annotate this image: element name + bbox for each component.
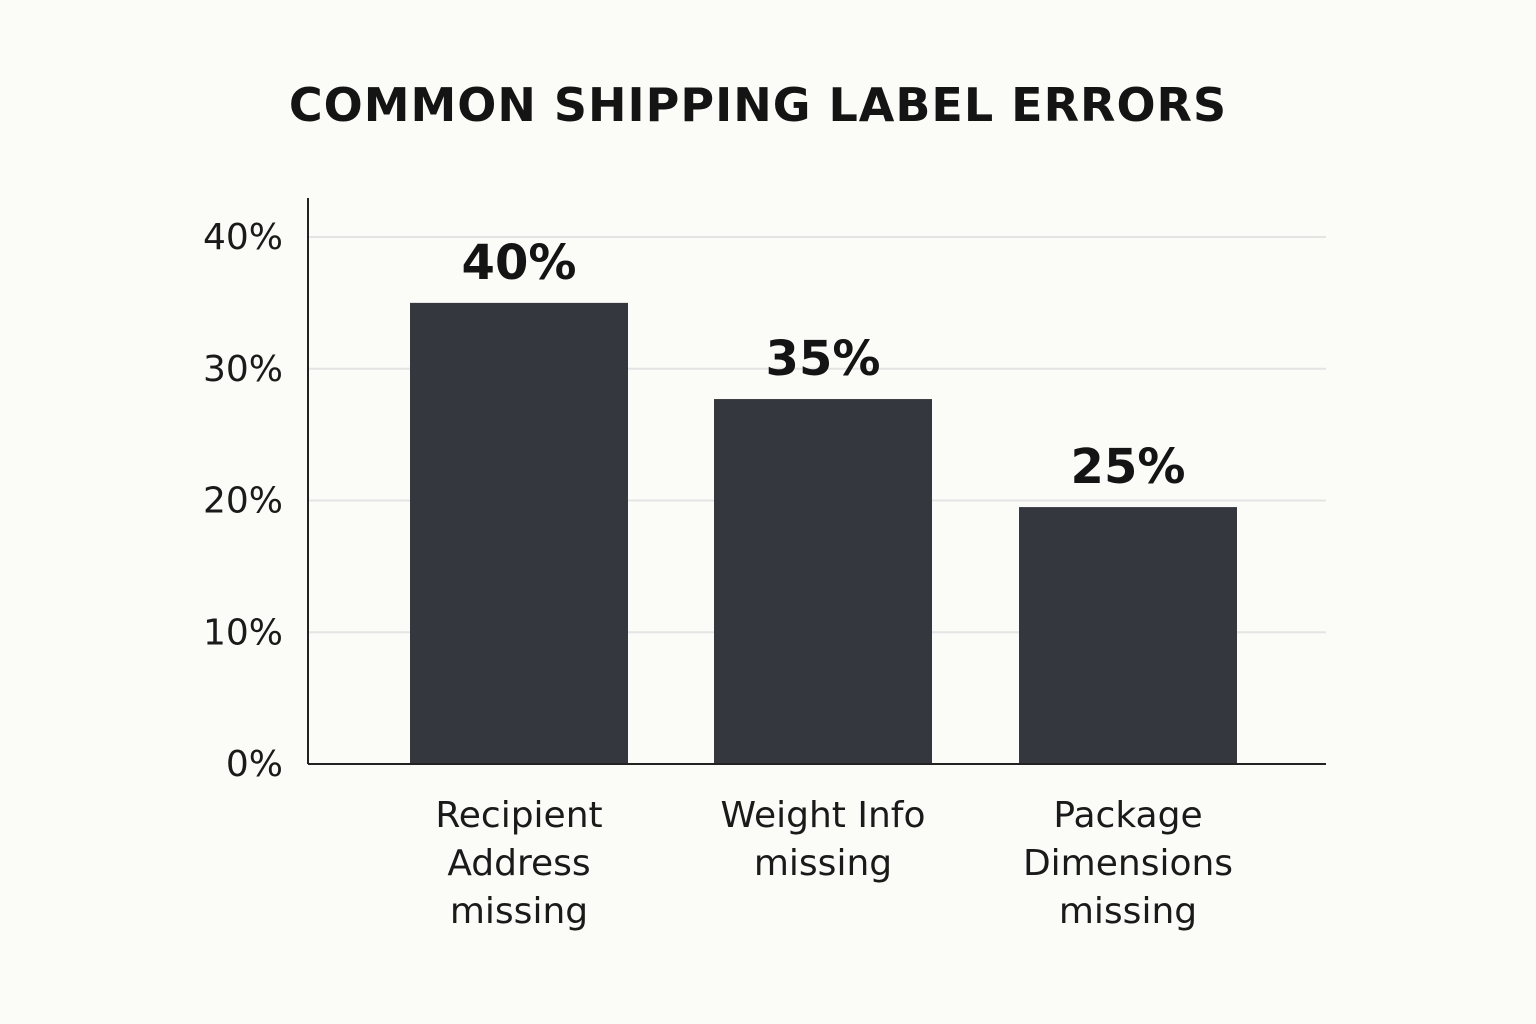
value-label: 35% — [766, 331, 881, 387]
x-category-label: Package Dimensions missing — [1023, 795, 1233, 932]
value-labels: 40% 35% 25% — [462, 235, 1186, 495]
x-category-label: Weight Info missing — [721, 795, 926, 884]
y-tick-label: 10% — [203, 612, 283, 653]
y-tick-label: 40% — [203, 217, 283, 258]
y-tick-label: 0% — [226, 744, 283, 785]
bar — [1019, 507, 1237, 764]
bar — [410, 302, 628, 764]
value-label: 25% — [1071, 439, 1186, 495]
bar — [714, 399, 932, 764]
axes — [307, 198, 1326, 765]
category-labels: Recipient Address missing Weight Info missin… — [435, 795, 1233, 932]
y-tick-label: 20% — [203, 481, 283, 522]
y-tick-labels: 0% 10% 20% 30% 40% — [203, 217, 283, 785]
chart-title: COMMON SHIPPING LABEL ERRORS — [288, 78, 1228, 132]
y-tick-label: 30% — [203, 349, 283, 390]
value-label: 40% — [462, 235, 577, 291]
bars — [410, 302, 1237, 764]
x-category-label: Recipient Address missing — [435, 795, 602, 932]
